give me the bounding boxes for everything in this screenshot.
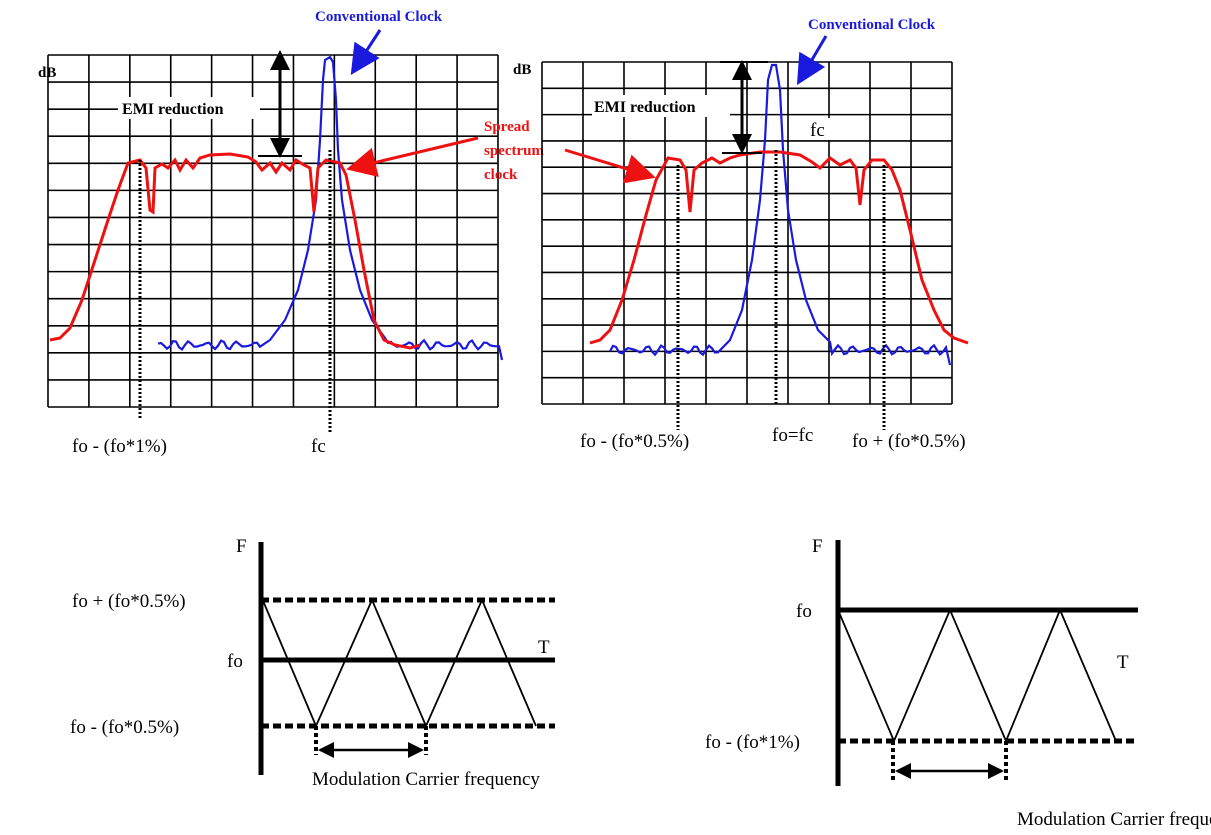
f-label-left: F [236,536,247,557]
triangle-wave-right [837,607,1117,744]
emi-arrow-left-head-bottom [270,138,290,158]
marker-label-right-upper: fo + (fo*0.5%) [852,431,966,452]
spread-spectrum-curve-right [589,150,969,345]
modulation-left: F T fo + (fo*0.5%) fo fo - (fo*0.5%) Mod… [70,536,555,790]
lower-label-right: fo - (fo*1%) [705,732,800,753]
fo-label-left: fo [227,651,243,672]
triangle-wave-left [260,595,537,729]
spread-label-line1: Spread [484,119,530,135]
spectrum-left-grid [47,54,499,408]
spectrum-right: dB Conventional Clock EMI reduction fc f… [513,17,969,452]
marker-label-left-lower: fo - (fo*1%) [72,436,167,457]
conventional-clock-curve-left [157,55,504,361]
t-label-right: T [1117,652,1129,673]
emi-arrow-left-head-top [270,50,290,70]
spread-arrow-left [346,136,479,178]
conventional-clock-label-left: Conventional Clock [315,9,443,25]
ylabel-left: dB [38,65,56,81]
emi-label-bg-right [592,95,730,117]
period-label-left: Modulation Carrier frequency [312,769,540,790]
fc-label-bg [806,118,834,140]
t-label-left: T [538,637,550,658]
fo-label-right: fo [796,601,812,622]
conventional-clock-curve-right [609,63,952,366]
spread-arrow-right [564,148,656,184]
marker-label-right-lower: fo - (fo*0.5%) [580,431,689,452]
period-label-right: Modulation Carrier frequency [1017,809,1211,830]
spread-label-line3: clock [484,167,518,183]
emi-arrow-right-head-bottom [732,134,752,154]
emi-reduction-label-right: EMI reduction [594,99,696,116]
emi-label-bg-left [118,97,260,119]
upper-label-left: fo + (fo*0.5%) [72,591,186,612]
f-label-right: F [812,536,823,557]
conventional-arrow-left [350,29,382,76]
emi-arrow-right-head-top [732,60,752,80]
modulation-right: F T fo fo - (fo*1%) Modulation Carrier f… [705,536,1211,830]
period-arrow-right-head-b [988,763,1004,779]
period-arrow-right-head-a [895,763,911,779]
spread-spectrum-curve-left [49,152,421,350]
marker-label-right-center: fo=fc [772,425,813,446]
conventional-arrow-right [796,35,828,86]
spectrum-left: dB Conventional Clock EMI reduction Spre… [38,9,544,457]
marker-label-left-center: fc [311,436,326,457]
lower-label-left: fo - (fo*0.5%) [70,717,179,738]
spread-label-line2: spectrum [484,143,544,159]
ylabel-right: dB [513,62,531,78]
emi-reduction-label-left: EMI reduction [122,101,224,118]
period-arrow-left-head-a [318,742,334,758]
period-arrow-left-head-b [408,742,424,758]
fc-label-right: fc [810,120,825,141]
conventional-clock-label-right: Conventional Clock [808,17,936,33]
